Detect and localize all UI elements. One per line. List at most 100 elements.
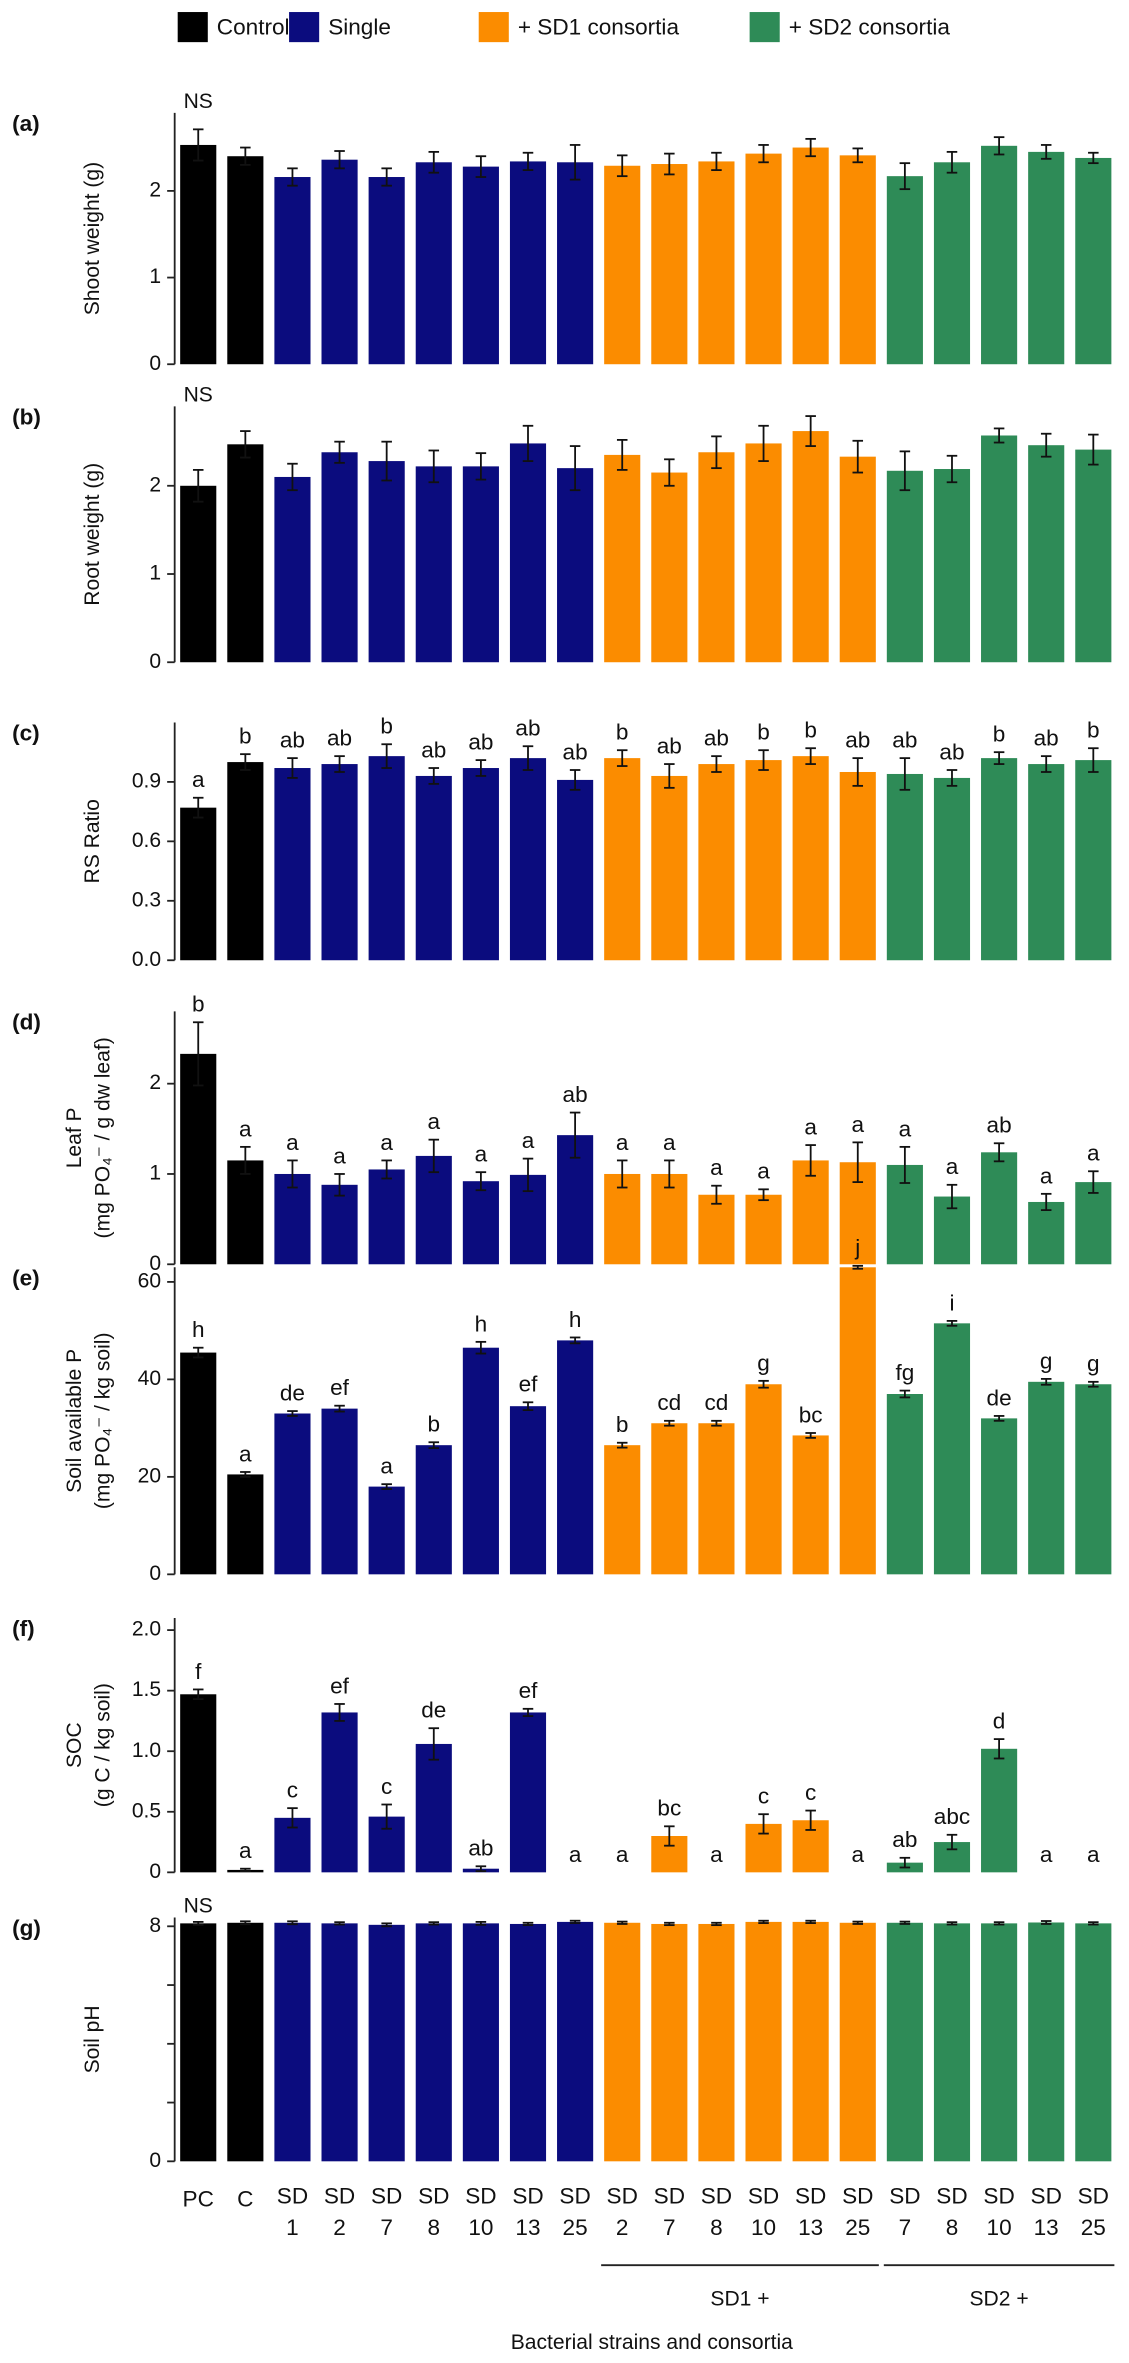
bar [839, 456, 876, 663]
x-tick-label: SD 7 [654, 2183, 685, 2240]
x-tick-label: SD 25 [559, 2183, 590, 2240]
significance-letter: a [1087, 1842, 1100, 1867]
significance-letter: h [192, 1317, 205, 1342]
bar [981, 145, 1018, 365]
bar [1075, 1923, 1112, 2162]
y-tick-label: 2 [149, 473, 161, 496]
significance-letter: a [428, 1109, 441, 1134]
bar [745, 1921, 782, 2162]
significance-letter: a [286, 1130, 299, 1155]
significance-letter: a [239, 1838, 252, 1863]
significance-letter: a [239, 1441, 252, 1466]
bar [274, 177, 311, 365]
y-tick-label: 0.3 [132, 888, 161, 911]
significance-letter: a [757, 1159, 770, 1184]
y-tick-label: 1.5 [132, 1678, 161, 1701]
bar [1075, 1182, 1112, 1265]
bar [604, 454, 641, 663]
panel-label: (g) [12, 1916, 41, 1941]
bar [1075, 449, 1112, 663]
y-tick-label: 0 [149, 2149, 161, 2172]
y-tick-label: 0 [149, 1562, 161, 1585]
bar [1075, 760, 1112, 961]
bar [509, 1923, 547, 2162]
bar [933, 1923, 971, 2162]
significance-letter: ef [519, 1372, 539, 1397]
bar [227, 1922, 264, 2162]
bar [462, 1347, 499, 1575]
significance-letter: ab [1034, 726, 1059, 751]
bar [1075, 1384, 1112, 1575]
significance-letter: c [381, 1774, 392, 1799]
bar [180, 807, 217, 961]
bar [933, 777, 971, 961]
panel-label: (f) [12, 1616, 35, 1641]
x-tick-label: SD 8 [936, 2183, 967, 2240]
bar [462, 768, 499, 961]
bar [368, 177, 405, 365]
y-axis-label: (mg PO₄⁻ / kg soil) [92, 1333, 115, 1510]
x-tick-label: SD 8 [418, 2183, 449, 2240]
significance-letter: bc [799, 1402, 823, 1427]
significance-letter: b [757, 720, 770, 745]
x-tick-label: SD 7 [371, 2183, 402, 2240]
legend-label: Single [328, 15, 391, 40]
bar [698, 1923, 735, 2162]
y-tick-label: 0.9 [132, 769, 161, 792]
significance-letter: ab [563, 739, 588, 764]
bar [651, 472, 688, 663]
bar [321, 764, 358, 961]
y-tick-label: 0.5 [132, 1799, 161, 1822]
x-tick-label: SD 10 [748, 2183, 779, 2240]
bar [274, 768, 311, 961]
panel-label: (d) [12, 1009, 41, 1034]
significance-letter: i [949, 1290, 954, 1315]
significance-letter: bc [657, 1796, 681, 1821]
bar [698, 1194, 735, 1265]
significance-letter: a [192, 767, 205, 792]
y-tick-label: 8 [149, 1914, 161, 1937]
legend-label: + SD2 consortia [789, 15, 951, 40]
significance-letter: a [522, 1128, 535, 1153]
y-tick-label: 0.0 [132, 948, 161, 971]
bar [415, 1743, 452, 1873]
significance-letter: ab [892, 728, 917, 753]
y-axis-label: RS Ratio [81, 799, 104, 883]
bar [557, 468, 594, 663]
y-axis-label: Soil available P [63, 1349, 86, 1493]
significance-letter: a [804, 1114, 817, 1139]
significance-letter: a [569, 1842, 582, 1867]
bar [415, 466, 452, 663]
bar [274, 1922, 311, 2162]
x-tick-label: SD 13 [512, 2183, 543, 2240]
significance-letter: a [899, 1116, 912, 1141]
y-tick-label: 0 [149, 352, 161, 375]
significance-letter: abc [934, 1804, 970, 1829]
y-tick-label: 20 [138, 1464, 161, 1487]
bar [557, 1921, 594, 2162]
significance-letter: ef [330, 1375, 350, 1400]
bar [227, 1160, 264, 1265]
annotation: NS [184, 90, 213, 113]
significance-letter: a [710, 1842, 723, 1867]
bar [698, 161, 735, 365]
bar [368, 461, 405, 663]
significance-letter: a [380, 1454, 393, 1479]
y-axis-label: SOC [63, 1722, 86, 1768]
bar [368, 756, 405, 961]
legend-swatch [749, 12, 780, 43]
bar [886, 176, 923, 365]
bar [792, 756, 829, 961]
significance-letter: b [192, 992, 205, 1017]
y-tick-label: 0 [149, 650, 161, 673]
significance-letter: a [663, 1130, 676, 1155]
bar [227, 1474, 264, 1575]
bar [180, 1923, 217, 2162]
bar [745, 1384, 782, 1575]
bar [933, 162, 971, 365]
bar [180, 144, 217, 365]
bar [886, 1922, 923, 2162]
significance-letter: fg [895, 1360, 914, 1385]
x-tick-label: SD 1 [277, 2183, 308, 2240]
